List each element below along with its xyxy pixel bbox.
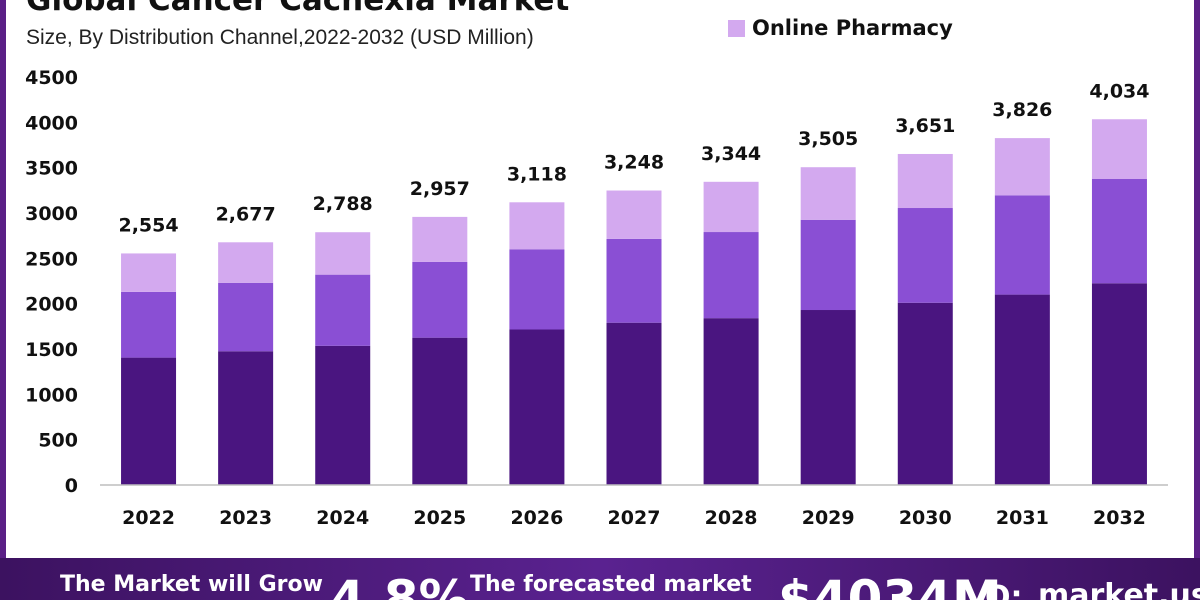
bar-segment-3 <box>509 202 565 250</box>
legend-swatch-online-pharmacy <box>728 19 745 37</box>
bar-total-label: 2,957 <box>410 178 470 200</box>
y-tick-label: 0 <box>65 475 78 497</box>
legend: Online Pharmacy <box>728 16 953 40</box>
bar-total-label: 2,677 <box>216 203 276 225</box>
y-tick-label: 4500 <box>25 67 78 89</box>
chart-title: Global Cancer Cachexia Market <box>26 0 570 18</box>
bar-segment-1 <box>703 318 759 485</box>
bar-segment-3 <box>897 153 953 209</box>
bar-segment-2 <box>703 232 759 319</box>
chart-subtitle: Size, By Distribution Channel,2022-2032 … <box>26 26 534 49</box>
x-tick-label: 2023 <box>219 507 272 529</box>
x-tick-label: 2029 <box>802 507 855 529</box>
bar-segment-2 <box>412 261 468 338</box>
x-tick-label: 2024 <box>316 507 369 529</box>
bar-total-label: 3,248 <box>604 152 664 174</box>
right-frame-border <box>1194 0 1200 560</box>
x-tick-label: 2025 <box>413 507 466 529</box>
bar-segment-3 <box>218 242 274 283</box>
footer-cagr-value: 4.8% <box>330 570 469 600</box>
bar-segment-2 <box>994 195 1050 295</box>
bar-segment-1 <box>800 310 856 485</box>
bar-total-label: 3,651 <box>895 115 955 137</box>
y-tick-label: 3000 <box>25 203 78 225</box>
left-frame-border <box>0 0 6 560</box>
x-tick-label: 2032 <box>1093 507 1146 529</box>
footer-banner: The Market will Grow 4.8% The forecasted… <box>0 558 1200 600</box>
bar-segment-1 <box>412 337 468 485</box>
bar-segment-2 <box>1091 179 1147 284</box>
bar-total-label: 2,554 <box>118 214 178 236</box>
y-tick-label: 4000 <box>25 112 78 134</box>
stacked-bar-chart: 0 500 1000 1500 2000 2500 3000 3500 4000 4500 2,55… <box>25 67 1168 529</box>
x-tick-label: 2022 <box>122 507 175 529</box>
brand-logo-icon: O: <box>985 580 1023 600</box>
bar-total-label: 2,788 <box>313 193 373 215</box>
y-tick-label: 1000 <box>25 384 78 406</box>
bar-segment-3 <box>703 181 759 233</box>
bar-segment-2 <box>315 274 371 346</box>
x-tick-label: 2028 <box>705 507 758 529</box>
y-tick-label: 1500 <box>25 339 78 361</box>
x-tick-label: 2026 <box>510 507 563 529</box>
bar-segment-3 <box>121 253 177 292</box>
y-tick-label: 2000 <box>25 294 78 316</box>
x-tick-label: 2027 <box>608 507 661 529</box>
brand-name: market.us <box>1038 578 1200 600</box>
bar-segment-1 <box>315 345 371 485</box>
bar-segment-1 <box>897 302 953 485</box>
bar-total-label: 3,118 <box>507 163 567 185</box>
bar-segment-3 <box>1091 119 1147 179</box>
bar-segment-2 <box>606 238 662 323</box>
bar-segment-2 <box>218 282 274 352</box>
y-tick-label: 3500 <box>25 158 78 180</box>
bar-segment-3 <box>315 232 371 275</box>
bar-segment-1 <box>218 351 274 485</box>
bar-total-label: 3,344 <box>701 143 761 165</box>
footer-forecast-label: The forecasted market <box>470 572 752 597</box>
bar-segment-1 <box>121 357 177 485</box>
bar-segment-2 <box>121 291 177 358</box>
footer-forecast-value: $4034M <box>778 570 1002 600</box>
bar-segment-2 <box>897 208 953 303</box>
x-tick-label: 2031 <box>996 507 1049 529</box>
bar-segment-3 <box>800 167 856 220</box>
bar-total-label: 4,034 <box>1089 80 1149 102</box>
bar-segment-3 <box>994 138 1050 196</box>
y-tick-label: 500 <box>38 430 78 452</box>
bar-total-label: 3,505 <box>798 128 858 150</box>
bar-total-label: 3,826 <box>992 99 1052 121</box>
x-tick-label: 2030 <box>899 507 952 529</box>
bar-segment-2 <box>800 219 856 311</box>
bar-segment-1 <box>994 294 1050 485</box>
bar-segment-1 <box>1091 283 1147 485</box>
bar-segment-3 <box>412 216 468 262</box>
bar-segment-1 <box>606 322 662 485</box>
y-tick-label: 2500 <box>25 248 78 270</box>
bar-segment-1 <box>509 329 565 485</box>
bar-segment-3 <box>606 190 662 239</box>
footer-grow-label: The Market will Grow <box>60 572 323 597</box>
legend-label-online-pharmacy: Online Pharmacy <box>752 16 953 40</box>
bar-segment-2 <box>509 249 565 330</box>
